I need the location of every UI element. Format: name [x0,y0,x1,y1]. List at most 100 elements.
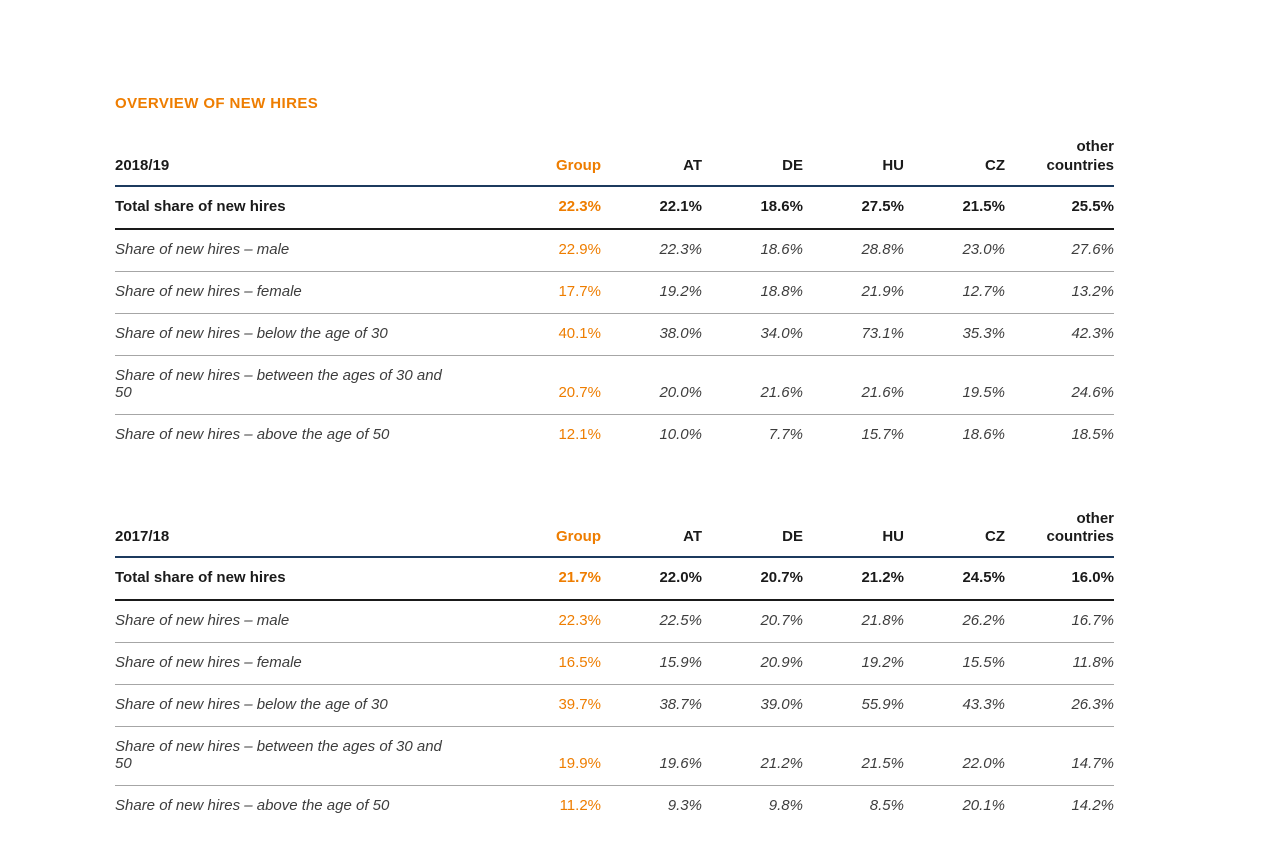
value-cell-at: 22.5% [659,612,702,629]
row-label: Share of new hires – above the age of 50 [115,425,390,443]
value-cell-cz: 22.0% [962,755,1005,772]
column-header-at: AT [683,528,702,546]
column-header-other-countries-label: other countries [1046,509,1114,546]
column-header-de: DE [782,528,803,546]
table-row-below-30: Share of new hires – below the age of 30… [115,685,1114,727]
value-cell-hu: 8.5% [869,797,904,814]
row-label: Share of new hires – below the age of 30 [115,696,388,713]
row-label: Share of new hires – male [115,612,290,629]
value-cell-cz: 35.3% [962,324,1005,342]
table-row-female: Share of new hires – female 17.7% 19.2% … [115,271,1114,313]
value-cell-hu: 21.6% [861,383,904,401]
value-cell-de: 18.6% [760,240,803,258]
value-cell-hu: 55.9% [861,696,904,713]
value-cell-hu: 19.2% [861,654,904,671]
value-cell-at: 10.0% [659,425,702,443]
value-cell-de: 7.7% [768,425,803,443]
value-cell-group: 21.7% [558,569,601,586]
value-cell-other: 11.8% [1072,654,1114,671]
value-cell-group: 17.7% [558,282,601,300]
value-cell-group: 22.9% [558,240,601,258]
value-cell-at: 15.9% [659,654,702,671]
table-row-female: Share of new hires – female 16.5% 15.9% … [115,643,1114,685]
table-row-above-50: Share of new hires – above the age of 50… [115,414,1114,456]
value-cell-at: 9.3% [667,797,702,814]
value-cell-cz: 24.5% [962,569,1005,586]
table-header-row: 2017/18 Group AT DE HU CZ other countrie… [115,510,1114,558]
value-cell-cz: 18.6% [962,425,1005,443]
value-cell-other: 14.7% [1071,755,1114,772]
value-cell-at: 22.0% [659,569,702,586]
row-label: Share of new hires – female [115,282,302,300]
value-cell-de: 18.6% [760,197,803,215]
new-hires-table-2017-18: 2017/18 Group AT DE HU CZ other countrie… [115,510,1114,828]
value-cell-cz: 43.3% [962,696,1005,713]
value-cell-de: 20.7% [760,569,803,586]
value-cell-de: 39.0% [760,696,803,713]
value-cell-cz: 15.5% [962,654,1005,671]
year-label: 2018/19 [115,156,170,174]
value-cell-other: 24.6% [1071,383,1114,401]
value-cell-hu: 21.9% [861,282,904,300]
value-cell-other: 26.3% [1071,696,1114,713]
value-cell-de: 20.7% [760,612,803,629]
row-label: Share of new hires – above the age of 50 [115,797,390,814]
value-cell-at: 38.7% [659,696,702,713]
table-row-male: Share of new hires – male 22.3% 22.5% 20… [115,600,1114,643]
table-row-total: Total share of new hires 21.7% 22.0% 20.… [115,557,1114,600]
value-cell-group: 22.3% [558,197,601,215]
value-cell-hu: 73.1% [861,324,904,342]
column-header-other-countries: other countries [1005,510,1114,558]
column-header-hu: HU [882,156,904,174]
column-header-hu: HU [882,528,904,546]
value-cell-at: 22.1% [659,197,702,215]
value-cell-other: 27.6% [1071,240,1114,258]
value-cell-at: 20.0% [659,383,702,401]
value-cell-at: 19.2% [659,282,702,300]
value-cell-at: 22.3% [659,240,702,258]
value-cell-hu: 21.2% [861,569,904,586]
table-row-male: Share of new hires – male 22.9% 22.3% 18… [115,229,1114,271]
table-row-between-30-50: Share of new hires – between the ages of… [115,355,1114,414]
value-cell-group: 39.7% [558,696,601,713]
value-cell-other: 14.2% [1071,797,1114,814]
table-row-between-30-50: Share of new hires – between the ages of… [115,727,1114,786]
year-label: 2017/18 [115,528,170,546]
value-cell-group: 12.1% [558,425,601,443]
row-label: Share of new hires – below the age of 30 [115,324,388,342]
value-cell-de: 18.8% [760,282,803,300]
value-cell-cz: 23.0% [962,240,1005,258]
table-row-above-50: Share of new hires – above the age of 50… [115,786,1114,828]
row-label: Share of new hires – female [115,654,302,671]
column-header-cz: CZ [985,528,1005,546]
row-label: Total share of new hires [115,197,286,215]
value-cell-other: 42.3% [1071,324,1114,342]
value-cell-de: 9.8% [768,797,803,814]
value-cell-group: 16.5% [558,654,601,671]
value-cell-other: 13.2% [1071,282,1114,300]
value-cell-at: 38.0% [659,324,702,342]
new-hires-table-2018-19: 2018/19 Group AT DE HU CZ other countrie… [115,138,1114,456]
value-cell-group: 19.9% [558,755,601,772]
row-label: Share of new hires – between the ages of… [115,366,442,401]
row-label: Share of new hires – between the ages of… [115,738,442,772]
value-cell-other: 16.0% [1071,569,1114,586]
report-page: OVERVIEW OF NEW HIRES 2018/19 Group AT D… [115,95,1114,828]
value-cell-group: 20.7% [558,383,601,401]
value-cell-cz: 12.7% [962,282,1005,300]
value-cell-hu: 27.5% [861,197,904,215]
row-label: Share of new hires – male [115,240,290,258]
value-cell-cz: 26.2% [962,612,1005,629]
value-cell-cz: 19.5% [962,383,1005,401]
row-label: Total share of new hires [115,569,286,586]
column-header-other-countries: other countries [1005,138,1114,186]
value-cell-group: 22.3% [558,612,601,629]
column-header-group: Group [556,156,601,174]
value-cell-hu: 21.8% [861,612,904,629]
column-header-de: DE [782,156,803,174]
value-cell-group: 11.2% [559,797,601,814]
value-cell-cz: 20.1% [962,797,1005,814]
value-cell-de: 34.0% [760,324,803,342]
value-cell-other: 16.7% [1071,612,1114,629]
table-header-row: 2018/19 Group AT DE HU CZ other countrie… [115,138,1114,186]
